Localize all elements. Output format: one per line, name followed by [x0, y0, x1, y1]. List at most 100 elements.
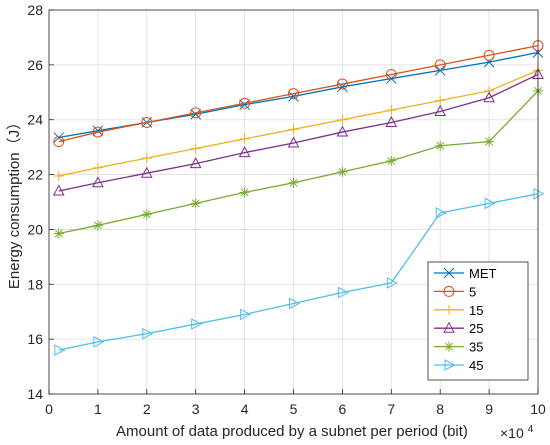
x-tick-label: 6 — [339, 401, 347, 417]
data-point-marker — [484, 197, 496, 210]
data-point-marker — [239, 187, 250, 198]
legend-label: 35 — [469, 340, 483, 355]
data-point-marker — [386, 277, 398, 289]
data-point-marker — [54, 344, 66, 356]
legend-entry: 45 — [434, 358, 483, 373]
data-point-marker — [337, 286, 349, 299]
y-tick-label: 24 — [27, 112, 43, 128]
x-tick-label: 8 — [436, 401, 444, 417]
x-tick-label: 9 — [485, 401, 493, 417]
data-point-marker — [239, 133, 250, 144]
legend-label: 45 — [469, 358, 483, 373]
data-point-marker — [92, 126, 104, 138]
legend-label: 25 — [469, 321, 483, 336]
data-point-marker — [92, 220, 103, 231]
data-point-marker — [92, 125, 104, 137]
data-point-marker — [53, 228, 64, 239]
data-point-marker — [142, 327, 154, 340]
data-point-marker — [52, 184, 65, 196]
legend-marker — [443, 285, 455, 297]
data-point-marker — [533, 187, 545, 200]
y-tick-label: 16 — [27, 331, 43, 347]
data-point-marker — [435, 95, 446, 106]
data-point-marker — [386, 155, 397, 166]
data-point-marker — [190, 198, 201, 209]
series-line — [58, 69, 539, 177]
data-point-marker — [191, 318, 203, 330]
data-point-marker — [190, 143, 201, 154]
data-point-marker — [287, 136, 300, 148]
data-point-marker — [386, 105, 397, 116]
legend-entry: 25 — [434, 321, 483, 336]
legend-entry: 35 — [434, 340, 483, 355]
data-point-marker — [435, 207, 447, 219]
data-point-marker — [239, 97, 251, 109]
data-point-marker — [92, 162, 103, 173]
data-point-marker — [434, 104, 447, 116]
data-point-marker — [434, 59, 446, 71]
data-point-marker — [289, 297, 301, 310]
x-tick-label: 10 — [530, 401, 546, 417]
legend-entry: 5 — [434, 284, 476, 299]
data-point-marker — [336, 78, 348, 90]
series-line — [58, 45, 539, 143]
x-axis-title: Amount of data produced by a subnet per … — [116, 423, 468, 440]
data-point-marker — [141, 209, 152, 220]
y-tick-label: 22 — [27, 167, 43, 183]
data-point-marker — [288, 88, 299, 100]
series-25 — [52, 67, 544, 196]
data-point-marker — [53, 170, 64, 181]
series-line — [58, 90, 539, 235]
data-point-marker — [140, 166, 153, 178]
data-point-marker — [337, 166, 348, 177]
data-point-marker — [141, 116, 153, 128]
data-point-marker — [337, 114, 348, 125]
x-axis-multiplier: ×10 4 — [500, 424, 534, 441]
series-5 — [53, 40, 544, 148]
legend-label: 15 — [469, 303, 483, 318]
y-axis-title: Energy consumption（J） — [6, 115, 23, 289]
legend-label: MET — [469, 266, 497, 281]
legend-marker — [444, 304, 454, 315]
data-point-marker — [141, 153, 152, 164]
series-45 — [54, 187, 545, 356]
data-point-marker — [483, 49, 495, 61]
x-tick-label: 0 — [45, 401, 53, 417]
data-point-marker — [288, 177, 299, 188]
data-point-marker — [484, 136, 495, 147]
series-line — [58, 73, 539, 192]
legend-marker — [443, 321, 455, 333]
y-tick-label: 28 — [27, 2, 43, 18]
data-point-marker — [483, 91, 495, 103]
legend-marker — [443, 267, 455, 279]
data-point-marker — [288, 124, 299, 135]
series-line — [58, 193, 539, 351]
x-tick-label: 5 — [290, 401, 298, 417]
y-tick-label: 20 — [27, 221, 43, 237]
legend-marker — [444, 359, 456, 371]
data-point-marker — [92, 176, 104, 188]
x-multiplier-exponent: 4 — [528, 424, 534, 435]
x-tick-label: 4 — [241, 401, 249, 417]
data-point-marker — [484, 85, 495, 96]
data-point-marker — [240, 308, 252, 321]
x-tick-label: 7 — [387, 401, 395, 417]
series-15 — [53, 65, 543, 181]
y-tick-label: 26 — [27, 57, 43, 73]
data-point-marker — [435, 140, 446, 151]
series-35 — [53, 85, 543, 239]
legend-marker — [444, 341, 454, 352]
y-tick-label: 14 — [27, 386, 43, 402]
data-point-marker — [239, 99, 250, 110]
x-tick-label: 1 — [94, 401, 102, 417]
data-point-marker — [385, 115, 398, 127]
data-point-marker — [190, 107, 202, 119]
x-tick-label: 3 — [192, 401, 200, 417]
legend-entry: 15 — [434, 303, 483, 318]
data-point-marker — [238, 146, 251, 158]
data-point-marker — [53, 136, 65, 148]
data-point-marker — [336, 125, 349, 137]
